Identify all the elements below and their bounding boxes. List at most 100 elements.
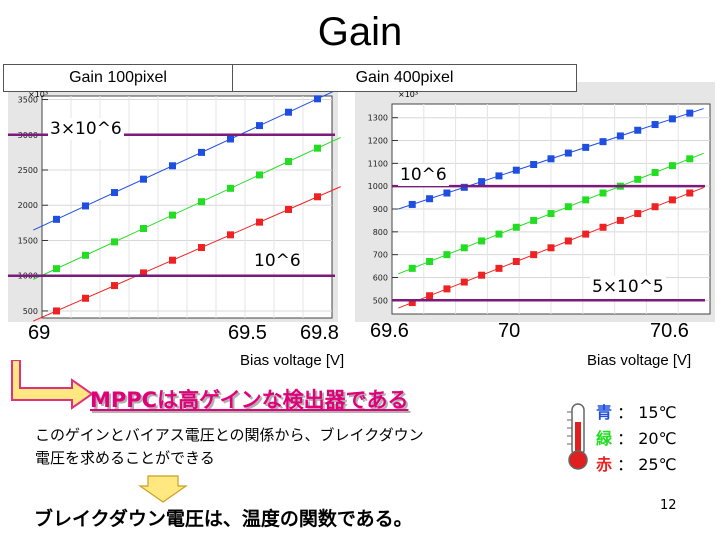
data-point — [111, 189, 118, 197]
data-point — [82, 294, 89, 302]
data-point — [599, 223, 607, 231]
data-point — [651, 168, 659, 176]
hline-label-1e6-left: 10^6 — [252, 250, 303, 272]
data-point — [314, 193, 321, 201]
data-point — [227, 231, 234, 239]
x-tick-69-8: 69.8 — [300, 322, 339, 344]
legend-name-blue: 青 — [596, 403, 613, 422]
y-tick-label: 1500 — [18, 236, 38, 245]
data-point — [426, 292, 434, 300]
data-point — [169, 162, 176, 170]
data-point — [616, 132, 624, 140]
data-point — [651, 203, 659, 211]
data-point — [443, 251, 451, 259]
data-point — [426, 258, 434, 265]
hline-label-5e5: 5×10^5 — [590, 276, 666, 298]
data-point — [82, 202, 89, 210]
y-tick-label: 600 — [373, 273, 388, 282]
x-tick-70-6: 70.6 — [650, 320, 689, 342]
data-point — [111, 282, 118, 290]
data-point — [495, 264, 503, 272]
data-point — [634, 210, 642, 218]
data-point — [285, 108, 292, 116]
legend-row-blue: 青 ： 15℃ — [596, 400, 677, 426]
data-point — [599, 189, 607, 197]
data-point — [53, 307, 60, 315]
relation-text-line-1: このゲインとバイアス電圧との関係から、ブレイクダウン — [35, 426, 424, 444]
x-tick-69-5: 69.5 — [228, 322, 267, 344]
data-point — [530, 216, 538, 224]
data-point — [564, 203, 572, 211]
legend-temp-blue: 15℃ — [638, 403, 677, 422]
page-number: 12 — [660, 498, 677, 513]
data-point — [111, 238, 118, 246]
data-point — [512, 258, 520, 265]
x-tick-69-6: 69.6 — [370, 320, 409, 342]
data-point — [634, 126, 642, 134]
data-point — [668, 196, 676, 204]
legend-sep-blue: ： — [617, 403, 634, 422]
data-point — [53, 215, 60, 223]
data-point — [634, 175, 642, 183]
mppc-statement: MPPCは高ゲインな検出器である — [90, 388, 409, 412]
data-point — [512, 223, 520, 231]
y-tick-label: 800 — [373, 228, 388, 237]
data-point — [198, 244, 205, 252]
data-point — [140, 269, 147, 277]
chart1-exponent-label: ×10³ — [28, 90, 49, 99]
data-point — [169, 256, 176, 264]
data-point — [285, 205, 292, 213]
data-point — [616, 216, 624, 224]
data-point — [495, 172, 503, 180]
x-tick-70: 70 — [498, 320, 521, 342]
data-point — [599, 138, 607, 146]
data-point — [426, 195, 434, 203]
y-tick-label: 1300 — [368, 114, 388, 123]
y-tick-label: 1000 — [368, 182, 388, 191]
relation-text: このゲインとバイアス電圧との関係から、ブレイクダウン 電圧を求めることができる — [35, 424, 515, 470]
data-point — [530, 160, 538, 168]
data-point — [53, 265, 60, 273]
y-tick-label: 500 — [373, 296, 388, 305]
data-point — [443, 285, 451, 293]
data-point — [686, 109, 694, 117]
legend-temp-red: 25℃ — [638, 455, 677, 474]
y-tick-label: 1200 — [368, 137, 388, 146]
data-point — [227, 135, 234, 143]
data-point — [443, 189, 451, 197]
legend-sep-green: ： — [617, 429, 634, 448]
chart2-exponent-label: ×10³ — [398, 90, 419, 99]
down-arrow-icon — [138, 475, 188, 503]
data-point — [495, 230, 503, 238]
data-point — [169, 211, 176, 219]
data-point — [564, 149, 572, 157]
y-tick-label: 2500 — [18, 166, 38, 175]
data-point — [478, 178, 486, 186]
data-point — [668, 115, 676, 123]
hline-label-1e6-right: 10^6 — [398, 164, 449, 186]
temperature-legend: 青 ： 15℃ 緑 ： 20℃ 赤 ： 25℃ — [596, 400, 677, 478]
slide-title: Gain — [317, 10, 403, 54]
data-point — [314, 95, 321, 103]
data-point — [198, 148, 205, 156]
legend-sep-red: ： — [617, 455, 634, 474]
data-point — [478, 271, 486, 279]
panel-label-100pixel: Gain 100pixel — [3, 64, 233, 92]
x-tick-69: 69 — [28, 322, 51, 344]
data-point — [256, 122, 263, 130]
data-point — [547, 155, 555, 163]
data-point — [582, 196, 590, 204]
y-tick-label: 700 — [373, 251, 388, 260]
data-point — [140, 175, 147, 183]
data-point — [460, 244, 468, 252]
data-point — [547, 210, 555, 218]
data-point — [686, 189, 694, 197]
data-point — [460, 278, 468, 286]
legend-name-red: 赤 — [596, 455, 613, 474]
data-point — [314, 144, 321, 152]
data-point — [686, 155, 694, 163]
data-point — [227, 184, 234, 192]
data-point — [564, 237, 572, 245]
conclusion-text: ブレイクダウン電圧は、温度の関数である。 — [34, 508, 413, 530]
thermometer-icon — [567, 403, 588, 470]
